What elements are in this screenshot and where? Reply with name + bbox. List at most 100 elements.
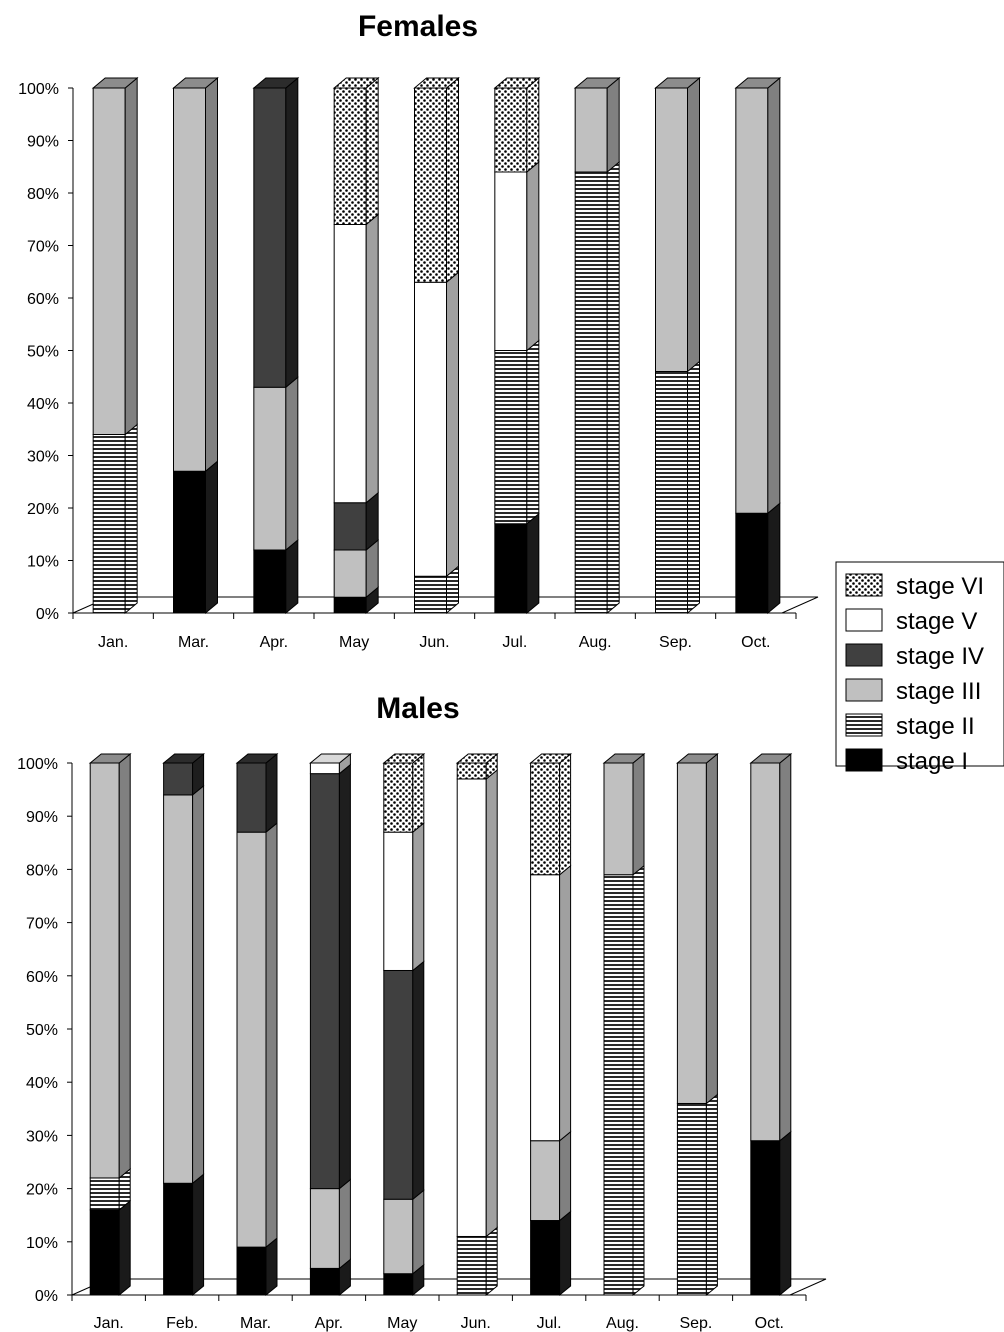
bar-segment xyxy=(309,1178,351,1270)
bar-segment xyxy=(676,1093,718,1297)
legend-swatch xyxy=(845,678,883,702)
y-tick-label: 10% xyxy=(26,1235,58,1252)
x-tick-label: May xyxy=(387,1315,417,1332)
bar-front xyxy=(530,1140,561,1222)
bar-segment xyxy=(163,752,205,796)
bar-side xyxy=(526,76,540,174)
bar-segment xyxy=(735,502,781,615)
bar-segment xyxy=(173,460,218,615)
bar-top xyxy=(413,77,460,89)
bar-segment xyxy=(333,586,379,615)
bar-side xyxy=(779,752,792,1142)
bar-segment xyxy=(383,752,425,834)
bar-side xyxy=(446,271,459,578)
bar-front xyxy=(92,434,126,614)
legend-label: stage I xyxy=(896,748,968,775)
legend-label: stage III xyxy=(896,678,981,705)
bar-segment xyxy=(92,76,138,436)
bar-side xyxy=(559,1210,572,1297)
legend-item: stage VI xyxy=(845,573,984,600)
bar-segment xyxy=(89,1199,131,1297)
bar-side xyxy=(265,822,278,1249)
bar-front xyxy=(253,87,287,388)
bar-segment xyxy=(456,1226,498,1297)
bar-front xyxy=(414,87,447,283)
bar-segment xyxy=(750,752,792,1142)
bar-front xyxy=(333,87,367,225)
bar-front xyxy=(309,1188,340,1269)
y-tick-label: 20% xyxy=(27,501,59,518)
bar-front xyxy=(89,1177,120,1211)
x-tick-label: Aug. xyxy=(606,1315,639,1332)
bar-front xyxy=(383,762,414,833)
bar-segment xyxy=(383,960,425,1201)
bar-segment xyxy=(574,76,620,174)
bar-front xyxy=(163,762,194,796)
bar-side xyxy=(412,752,425,834)
bar-front xyxy=(735,87,769,514)
y-tick-label: 60% xyxy=(27,291,59,308)
x-tick-label: Jul. xyxy=(537,1315,562,1332)
bar-segment xyxy=(309,763,351,1190)
y-tick-label: 70% xyxy=(27,239,59,256)
bar-segment xyxy=(333,491,379,552)
bar-segment xyxy=(414,76,459,284)
bar-front xyxy=(414,575,447,614)
bar-side xyxy=(446,76,459,284)
bar-side xyxy=(365,76,379,226)
x-tick-label: Feb. xyxy=(166,1315,198,1332)
bar-front xyxy=(494,523,528,614)
chart-title: Females xyxy=(358,10,478,43)
bar-front xyxy=(530,762,561,876)
y-tick-label: 60% xyxy=(26,969,58,986)
bar-front xyxy=(163,794,194,1184)
bar-side xyxy=(632,752,645,876)
y-tick-label: 40% xyxy=(26,1075,58,1092)
males-chart: Males 0% 10% 20% 30% 40% 50% 60% 70% 80% 90% 100% J… xyxy=(17,692,827,1332)
bar-segment xyxy=(333,213,379,504)
bar-side xyxy=(606,160,620,615)
x-tick-label: Apr. xyxy=(315,1315,343,1332)
legend-item: stage IV xyxy=(845,643,984,670)
bar-front xyxy=(333,224,367,504)
bar-front xyxy=(92,87,126,435)
bar-segment xyxy=(92,423,138,615)
bar-segment xyxy=(456,768,498,1238)
x-tick-label: Oct. xyxy=(755,1315,784,1332)
bar-side xyxy=(124,76,138,436)
bar-front xyxy=(603,874,634,1296)
bar-side xyxy=(265,1237,278,1297)
bar-front xyxy=(333,596,367,614)
bar-side xyxy=(779,1130,792,1297)
bar-side xyxy=(559,752,572,876)
females-chart: Females 0% 10% 20% 30% 40% 50% 60% 70% 80% 90% 100… xyxy=(18,10,819,651)
y-tick-label: 70% xyxy=(26,916,58,933)
bar-segment xyxy=(333,538,379,599)
bar-segment xyxy=(603,752,645,876)
bar-side xyxy=(205,76,218,473)
bar-side xyxy=(192,1173,205,1297)
x-tick-label: Sep. xyxy=(679,1315,712,1332)
bar-side xyxy=(365,213,379,504)
bar-top xyxy=(529,753,573,764)
bar-top xyxy=(382,753,426,764)
bar-front xyxy=(676,1102,707,1296)
bar-side xyxy=(526,160,540,352)
bar-segment xyxy=(236,1237,278,1297)
y-tick-label: 80% xyxy=(27,186,59,203)
bar-segment xyxy=(530,864,572,1142)
bar-segment xyxy=(530,752,572,876)
bar-front xyxy=(253,386,287,551)
legend-item: stage III xyxy=(845,678,981,705)
x-tick-label: Oct. xyxy=(741,634,770,651)
y-tick-label: 20% xyxy=(26,1182,58,1199)
y-tick-label: 50% xyxy=(27,344,59,361)
legend-label: stage II xyxy=(896,713,975,740)
bar-side xyxy=(338,1178,351,1270)
bar-front xyxy=(574,171,608,614)
bar-front xyxy=(173,470,206,614)
bar-side xyxy=(192,784,205,1185)
legend-swatch xyxy=(845,748,883,772)
bar-front xyxy=(735,512,769,614)
bar-side xyxy=(338,763,351,1190)
